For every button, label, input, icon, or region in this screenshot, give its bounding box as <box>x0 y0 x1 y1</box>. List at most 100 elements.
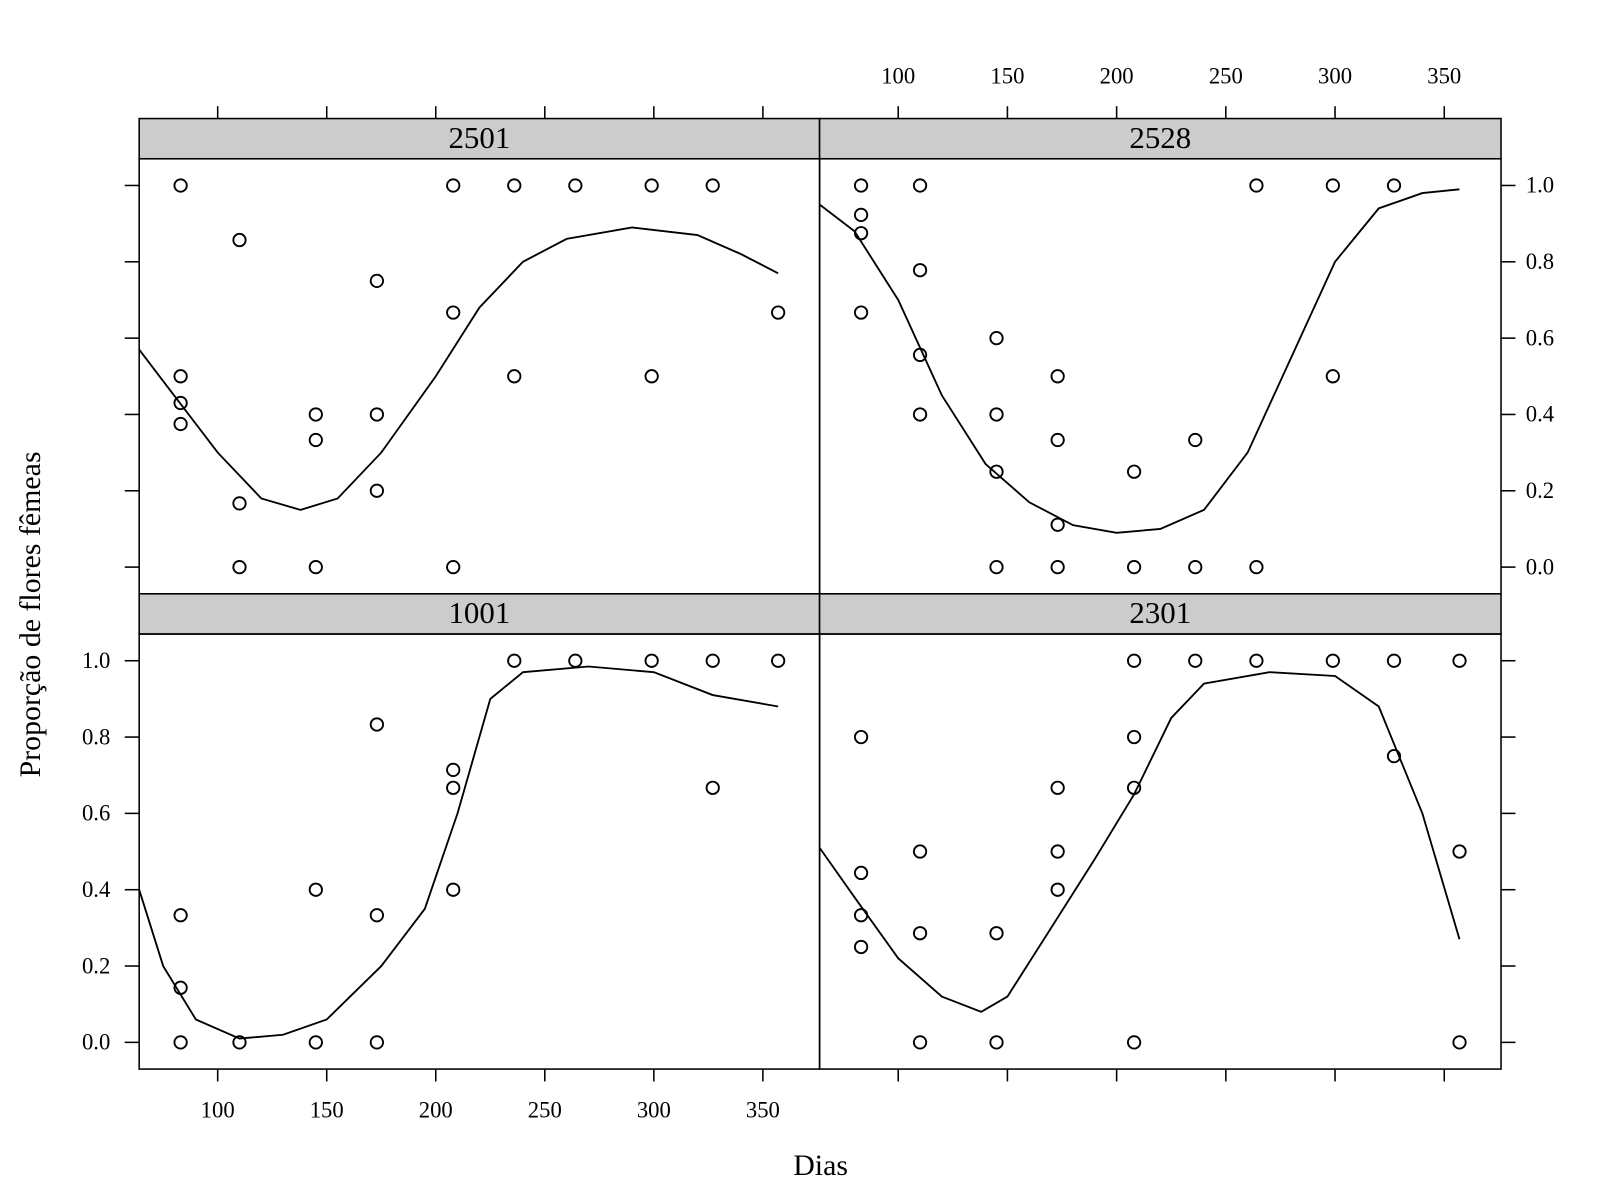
point <box>308 432 323 448</box>
point <box>989 926 1004 941</box>
point <box>771 653 786 668</box>
point <box>705 653 720 668</box>
y-axis-title: Proporção de flores fêmeas <box>14 451 47 777</box>
y-tick-label: 0.6 <box>82 801 110 826</box>
point <box>446 762 461 777</box>
y-tick-label: 0.4 <box>82 877 110 902</box>
panel-title: 2501 <box>448 120 510 155</box>
point <box>507 369 522 384</box>
point <box>1126 559 1142 575</box>
point <box>1050 882 1065 897</box>
point <box>1126 653 1142 668</box>
point <box>232 559 247 575</box>
point <box>853 729 869 745</box>
point <box>912 178 928 193</box>
point <box>173 416 188 432</box>
y-tick-label: 0.2 <box>1526 478 1554 503</box>
point <box>308 882 323 897</box>
point <box>853 305 869 320</box>
point <box>853 939 869 955</box>
point <box>1386 749 1402 764</box>
point <box>568 178 583 193</box>
strip <box>138 117 821 160</box>
point <box>912 926 928 941</box>
y-tick-label: 1.0 <box>82 648 110 673</box>
point <box>853 226 869 241</box>
point <box>644 369 659 384</box>
point <box>173 369 188 384</box>
x-tick-label: 250 <box>528 1098 562 1123</box>
point <box>1249 653 1264 668</box>
point <box>1126 729 1142 745</box>
point <box>1188 653 1203 668</box>
panel-title: 2528 <box>1129 120 1191 155</box>
point <box>912 407 928 422</box>
point <box>446 780 461 795</box>
point <box>1386 178 1402 193</box>
plot-frame <box>138 157 821 595</box>
point <box>369 407 384 422</box>
point <box>232 496 247 511</box>
x-tick-label: 250 <box>1209 64 1243 89</box>
point <box>507 653 522 668</box>
point <box>568 653 583 668</box>
plot-frame <box>138 633 821 1070</box>
point <box>1452 844 1467 859</box>
point <box>1126 780 1142 795</box>
point <box>173 395 188 411</box>
point <box>173 908 188 923</box>
point <box>644 178 659 193</box>
y-tick-label: 0.4 <box>1526 402 1554 427</box>
point <box>705 780 720 795</box>
point <box>1126 1035 1142 1050</box>
point <box>173 178 188 193</box>
point <box>912 347 928 363</box>
point <box>989 331 1004 346</box>
y-tick-label: 0.0 <box>1526 554 1554 579</box>
point <box>1249 559 1264 575</box>
x-tick-label: 150 <box>990 64 1024 89</box>
point <box>989 559 1004 575</box>
point <box>1050 844 1065 859</box>
point <box>446 559 461 575</box>
point <box>446 178 461 193</box>
point <box>912 1035 928 1050</box>
x-tick-label: 200 <box>1100 64 1134 89</box>
point <box>1050 369 1065 384</box>
point <box>912 844 928 859</box>
point <box>1325 369 1340 384</box>
y-tick-label: 1.0 <box>1526 173 1554 198</box>
point <box>989 1035 1004 1050</box>
point <box>771 305 786 320</box>
point <box>1325 178 1340 193</box>
panel: 1001 100 150 200 250 300 350 0.0 0.2 0.4 0.6 0.8 1.0 <box>82 593 821 1123</box>
point <box>1188 559 1203 575</box>
x-tick-label: 350 <box>1427 64 1461 89</box>
point <box>989 464 1004 479</box>
panel: 2501 <box>124 106 821 595</box>
y-tick-label: 0.0 <box>82 1030 110 1055</box>
point <box>308 1035 323 1050</box>
plot-frame <box>818 633 1502 1070</box>
y-tick-label: 0.8 <box>1526 249 1554 274</box>
point <box>912 263 928 278</box>
x-tick-label: 100 <box>881 64 915 89</box>
panel-title: 2301 <box>1129 595 1191 630</box>
fit-line <box>818 671 1461 1013</box>
point <box>1126 464 1142 479</box>
point <box>446 882 461 897</box>
point <box>853 908 869 923</box>
point <box>173 1035 188 1050</box>
point <box>644 653 659 668</box>
point <box>1050 432 1065 448</box>
x-tick-label: 300 <box>1318 64 1352 89</box>
point <box>1452 653 1467 668</box>
panel: 2301 <box>818 593 1516 1082</box>
x-axis-title: Dias <box>793 1149 848 1182</box>
point <box>232 232 247 248</box>
y-tick-label: 0.8 <box>82 724 110 749</box>
point <box>705 178 720 193</box>
point <box>1249 178 1264 193</box>
point <box>1188 432 1203 448</box>
point <box>232 1035 247 1050</box>
